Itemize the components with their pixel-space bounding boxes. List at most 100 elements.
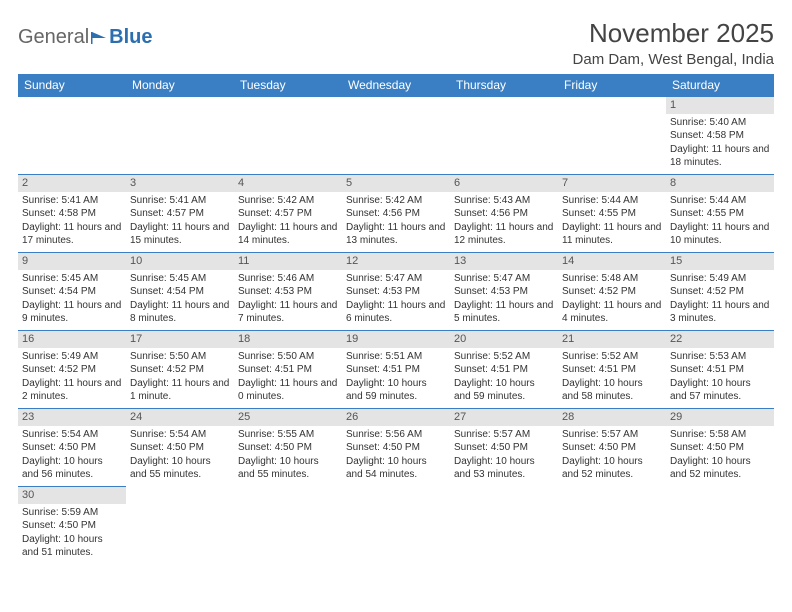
day-cell: 10Sunrise: 5:45 AMSunset: 4:54 PMDayligh…	[126, 253, 234, 331]
sunrise-text: Sunrise: 5:57 AM	[562, 428, 662, 442]
daylight-text: Daylight: 11 hours and 18 minutes.	[670, 143, 770, 170]
week-row: 23Sunrise: 5:54 AMSunset: 4:50 PMDayligh…	[18, 409, 774, 487]
sunset-text: Sunset: 4:55 PM	[562, 207, 662, 221]
day-number: 12	[342, 253, 450, 270]
sunrise-text: Sunrise: 5:47 AM	[346, 272, 446, 286]
day-number: 18	[234, 331, 342, 348]
sunrise-text: Sunrise: 5:56 AM	[346, 428, 446, 442]
day-details: Sunrise: 5:46 AMSunset: 4:53 PMDaylight:…	[234, 270, 342, 328]
day-cell: 7Sunrise: 5:44 AMSunset: 4:55 PMDaylight…	[558, 175, 666, 253]
day-details: Sunrise: 5:53 AMSunset: 4:51 PMDaylight:…	[666, 348, 774, 406]
header: General Blue November 2025 Dam Dam, West…	[18, 18, 774, 68]
sunrise-text: Sunrise: 5:47 AM	[454, 272, 554, 286]
sunset-text: Sunset: 4:54 PM	[130, 285, 230, 299]
sunset-text: Sunset: 4:50 PM	[454, 441, 554, 455]
day-number: 20	[450, 331, 558, 348]
day-number: 4	[234, 175, 342, 192]
day-number: 3	[126, 175, 234, 192]
day-number: 30	[18, 487, 126, 504]
sunrise-text: Sunrise: 5:49 AM	[22, 350, 122, 364]
sunrise-text: Sunrise: 5:44 AM	[562, 194, 662, 208]
day-number: 14	[558, 253, 666, 270]
day-cell: 21Sunrise: 5:52 AMSunset: 4:51 PMDayligh…	[558, 331, 666, 409]
sunrise-text: Sunrise: 5:45 AM	[130, 272, 230, 286]
day-cell	[18, 97, 126, 175]
daylight-text: Daylight: 11 hours and 12 minutes.	[454, 221, 554, 248]
day-number: 22	[666, 331, 774, 348]
sunrise-text: Sunrise: 5:52 AM	[454, 350, 554, 364]
day-cell	[558, 487, 666, 565]
day-cell: 3Sunrise: 5:41 AMSunset: 4:57 PMDaylight…	[126, 175, 234, 253]
sunset-text: Sunset: 4:52 PM	[22, 363, 122, 377]
day-cell: 12Sunrise: 5:47 AMSunset: 4:53 PMDayligh…	[342, 253, 450, 331]
calendar-table: SundayMondayTuesdayWednesdayThursdayFrid…	[18, 74, 774, 565]
day-number: 9	[18, 253, 126, 270]
sunset-text: Sunset: 4:50 PM	[238, 441, 338, 455]
day-details: Sunrise: 5:45 AMSunset: 4:54 PMDaylight:…	[126, 270, 234, 328]
day-details: Sunrise: 5:51 AMSunset: 4:51 PMDaylight:…	[342, 348, 450, 406]
day-details: Sunrise: 5:49 AMSunset: 4:52 PMDaylight:…	[666, 270, 774, 328]
sunset-text: Sunset: 4:51 PM	[562, 363, 662, 377]
day-cell	[450, 97, 558, 175]
sunrise-text: Sunrise: 5:50 AM	[130, 350, 230, 364]
day-details: Sunrise: 5:57 AMSunset: 4:50 PMDaylight:…	[450, 426, 558, 484]
location: Dam Dam, West Bengal, India	[573, 51, 774, 68]
day-cell: 16Sunrise: 5:49 AMSunset: 4:52 PMDayligh…	[18, 331, 126, 409]
weekday-header: Sunday	[18, 74, 126, 97]
day-number: 11	[234, 253, 342, 270]
day-cell: 14Sunrise: 5:48 AMSunset: 4:52 PMDayligh…	[558, 253, 666, 331]
day-details: Sunrise: 5:58 AMSunset: 4:50 PMDaylight:…	[666, 426, 774, 484]
sunset-text: Sunset: 4:52 PM	[130, 363, 230, 377]
day-cell	[342, 97, 450, 175]
day-cell: 19Sunrise: 5:51 AMSunset: 4:51 PMDayligh…	[342, 331, 450, 409]
day-cell	[234, 97, 342, 175]
daylight-text: Daylight: 10 hours and 53 minutes.	[454, 455, 554, 482]
daylight-text: Daylight: 10 hours and 55 minutes.	[130, 455, 230, 482]
day-number: 2	[18, 175, 126, 192]
week-row: 16Sunrise: 5:49 AMSunset: 4:52 PMDayligh…	[18, 331, 774, 409]
sunrise-text: Sunrise: 5:54 AM	[130, 428, 230, 442]
sunset-text: Sunset: 4:53 PM	[346, 285, 446, 299]
day-details: Sunrise: 5:47 AMSunset: 4:53 PMDaylight:…	[342, 270, 450, 328]
day-number: 27	[450, 409, 558, 426]
day-cell: 26Sunrise: 5:56 AMSunset: 4:50 PMDayligh…	[342, 409, 450, 487]
day-cell: 28Sunrise: 5:57 AMSunset: 4:50 PMDayligh…	[558, 409, 666, 487]
sunrise-text: Sunrise: 5:43 AM	[454, 194, 554, 208]
daylight-text: Daylight: 11 hours and 17 minutes.	[22, 221, 122, 248]
sunrise-text: Sunrise: 5:41 AM	[130, 194, 230, 208]
day-cell: 23Sunrise: 5:54 AMSunset: 4:50 PMDayligh…	[18, 409, 126, 487]
sunset-text: Sunset: 4:50 PM	[130, 441, 230, 455]
week-row: 9Sunrise: 5:45 AMSunset: 4:54 PMDaylight…	[18, 253, 774, 331]
day-number: 26	[342, 409, 450, 426]
day-number: 10	[126, 253, 234, 270]
sunset-text: Sunset: 4:51 PM	[670, 363, 770, 377]
sunrise-text: Sunrise: 5:53 AM	[670, 350, 770, 364]
day-number: 7	[558, 175, 666, 192]
day-details: Sunrise: 5:56 AMSunset: 4:50 PMDaylight:…	[342, 426, 450, 484]
day-details: Sunrise: 5:45 AMSunset: 4:54 PMDaylight:…	[18, 270, 126, 328]
day-details: Sunrise: 5:52 AMSunset: 4:51 PMDaylight:…	[558, 348, 666, 406]
day-cell	[126, 487, 234, 565]
sunset-text: Sunset: 4:56 PM	[346, 207, 446, 221]
sunrise-text: Sunrise: 5:51 AM	[346, 350, 446, 364]
sunrise-text: Sunrise: 5:40 AM	[670, 116, 770, 130]
day-cell: 15Sunrise: 5:49 AMSunset: 4:52 PMDayligh…	[666, 253, 774, 331]
daylight-text: Daylight: 11 hours and 1 minute.	[130, 377, 230, 404]
daylight-text: Daylight: 11 hours and 15 minutes.	[130, 221, 230, 248]
day-cell: 13Sunrise: 5:47 AMSunset: 4:53 PMDayligh…	[450, 253, 558, 331]
daylight-text: Daylight: 11 hours and 3 minutes.	[670, 299, 770, 326]
day-cell: 29Sunrise: 5:58 AMSunset: 4:50 PMDayligh…	[666, 409, 774, 487]
sunset-text: Sunset: 4:53 PM	[454, 285, 554, 299]
day-number: 5	[342, 175, 450, 192]
page-title: November 2025	[573, 18, 774, 49]
sunrise-text: Sunrise: 5:48 AM	[562, 272, 662, 286]
day-cell: 18Sunrise: 5:50 AMSunset: 4:51 PMDayligh…	[234, 331, 342, 409]
sunrise-text: Sunrise: 5:50 AM	[238, 350, 338, 364]
day-number: 28	[558, 409, 666, 426]
day-details: Sunrise: 5:59 AMSunset: 4:50 PMDaylight:…	[18, 504, 126, 562]
day-cell	[450, 487, 558, 565]
day-cell: 9Sunrise: 5:45 AMSunset: 4:54 PMDaylight…	[18, 253, 126, 331]
sunset-text: Sunset: 4:50 PM	[562, 441, 662, 455]
sunrise-text: Sunrise: 5:49 AM	[670, 272, 770, 286]
sunrise-text: Sunrise: 5:55 AM	[238, 428, 338, 442]
